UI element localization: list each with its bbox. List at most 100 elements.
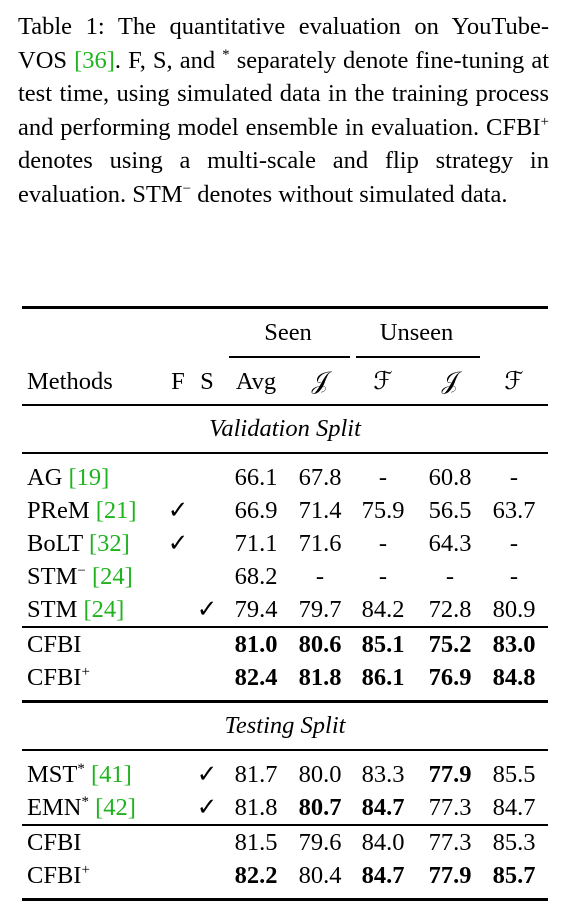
method-cell: CFBI+ bbox=[27, 662, 90, 694]
value-cell: 84.7 bbox=[492, 794, 536, 821]
value-cell: 81.7 bbox=[234, 761, 278, 788]
value-cell: 71.6 bbox=[298, 530, 342, 557]
value-cell: 63.7 bbox=[492, 497, 536, 524]
citation: [41] bbox=[91, 761, 132, 788]
value-cell: - bbox=[509, 530, 519, 557]
rule bbox=[22, 699, 548, 703]
method-cell: AG [19] bbox=[27, 462, 109, 494]
caption-text: denotes without simulated data. bbox=[191, 180, 508, 208]
value-cell: 76.9 bbox=[428, 664, 472, 691]
value-cell: 71.1 bbox=[234, 530, 278, 557]
section-title: Testing Split bbox=[224, 712, 346, 739]
value-cell: 84.0 bbox=[361, 829, 405, 856]
value-cell: 77.9 bbox=[428, 761, 472, 788]
value-cell: 79.6 bbox=[298, 829, 342, 856]
value-cell: - bbox=[378, 464, 388, 491]
superscript: * bbox=[222, 46, 230, 63]
rule bbox=[22, 404, 548, 406]
citation: [24] bbox=[91, 563, 133, 590]
value-cell: 81.8 bbox=[298, 664, 342, 691]
value-cell: 56.5 bbox=[428, 497, 472, 524]
method-name: CFBI bbox=[27, 664, 82, 691]
method-name: BoLT bbox=[27, 530, 83, 557]
value-cell: - bbox=[378, 563, 388, 590]
check-mark: ✓ bbox=[196, 761, 218, 788]
value-cell: 77.9 bbox=[428, 862, 472, 889]
value-cell: 67.8 bbox=[298, 464, 342, 491]
column-header: F bbox=[171, 368, 185, 395]
value-cell: 80.9 bbox=[492, 596, 536, 623]
method-name: CFBI bbox=[27, 631, 82, 658]
value-cell: 84.7 bbox=[361, 862, 405, 889]
rule bbox=[356, 356, 480, 358]
method-cell: CFBI+ bbox=[27, 860, 90, 892]
value-cell: 82.4 bbox=[234, 664, 278, 691]
section-title: Validation Split bbox=[209, 415, 361, 442]
rule bbox=[22, 626, 548, 628]
value-cell: 85.1 bbox=[361, 631, 405, 658]
method-name: STM bbox=[27, 563, 78, 590]
column-header: Methods bbox=[27, 368, 113, 395]
value-cell: 85.5 bbox=[492, 761, 536, 788]
value-cell: 81.5 bbox=[234, 829, 278, 856]
caption: Table 1: The quantitative evaluation on … bbox=[18, 10, 549, 211]
citation: [21] bbox=[95, 497, 137, 524]
caption-text: Table 1: The quantitative evaluation on … bbox=[18, 13, 549, 74]
value-cell: - bbox=[509, 563, 519, 590]
value-cell: 84.7 bbox=[361, 794, 405, 821]
check-mark: ✓ bbox=[196, 794, 218, 821]
value-cell: 66.9 bbox=[234, 497, 278, 524]
method-cell: CFBI bbox=[27, 629, 81, 661]
value-cell: 79.4 bbox=[234, 596, 278, 623]
value-cell: 81.8 bbox=[234, 794, 278, 821]
method-cell: STM− [24] bbox=[27, 561, 133, 593]
rule bbox=[22, 897, 548, 901]
value-cell: 77.3 bbox=[428, 794, 472, 821]
superscript: − bbox=[77, 563, 86, 579]
value-cell: 71.4 bbox=[298, 497, 342, 524]
group-header: Seen bbox=[264, 319, 312, 346]
value-cell: 77.3 bbox=[428, 829, 472, 856]
value-cell: 85.3 bbox=[492, 829, 536, 856]
column-header: S bbox=[200, 368, 214, 395]
method-cell: STM [24] bbox=[27, 594, 124, 626]
value-cell: 75.9 bbox=[361, 497, 405, 524]
value-cell: - bbox=[509, 464, 519, 491]
method-name: MST bbox=[27, 761, 78, 788]
citation: [19] bbox=[68, 464, 110, 491]
method-name: AG bbox=[27, 464, 63, 491]
caption-text: denotes using a multi-scale and flip str… bbox=[18, 147, 549, 208]
value-cell: 64.3 bbox=[428, 530, 472, 557]
value-cell: 81.0 bbox=[234, 631, 278, 658]
value-cell: - bbox=[378, 530, 388, 557]
method-name: PReM bbox=[27, 497, 90, 524]
method-cell: EMN* [42] bbox=[27, 792, 136, 824]
method-name: EMN bbox=[27, 794, 82, 821]
superscript: * bbox=[81, 794, 89, 810]
group-header: Unseen bbox=[379, 319, 454, 346]
column-header: Avg bbox=[235, 368, 277, 395]
value-cell: 85.7 bbox=[492, 862, 536, 889]
caption-text: . F, S, and bbox=[114, 46, 223, 74]
value-cell: 83.0 bbox=[492, 631, 536, 658]
method-cell: CFBI bbox=[27, 827, 81, 859]
rule bbox=[229, 356, 350, 358]
citation: [42] bbox=[95, 794, 136, 821]
rule bbox=[22, 305, 548, 309]
superscript: + bbox=[81, 862, 90, 878]
caption-text: separately denote fine-tuning at test ti… bbox=[18, 46, 549, 141]
value-cell: 86.1 bbox=[361, 664, 405, 691]
rule bbox=[22, 749, 548, 751]
value-cell: - bbox=[445, 563, 455, 590]
column-header: ℱ bbox=[504, 368, 524, 395]
method-name: CFBI bbox=[27, 862, 82, 889]
value-cell: 80.7 bbox=[298, 794, 342, 821]
method-cell: BoLT [32] bbox=[27, 528, 130, 560]
value-cell: - bbox=[315, 563, 325, 590]
value-cell: 82.2 bbox=[234, 862, 278, 889]
value-cell: 80.6 bbox=[298, 631, 342, 658]
superscript: * bbox=[77, 761, 85, 777]
value-cell: 75.2 bbox=[428, 631, 472, 658]
check-mark: ✓ bbox=[167, 497, 189, 524]
